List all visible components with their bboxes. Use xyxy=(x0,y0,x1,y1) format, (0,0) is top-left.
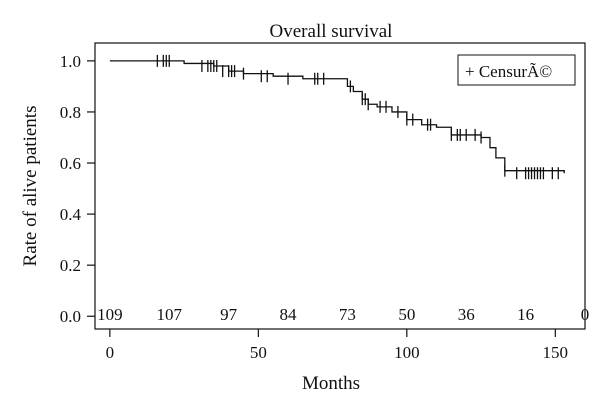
y-tick-label: 0.6 xyxy=(60,154,81,173)
y-tick-label: 0.8 xyxy=(60,103,81,122)
y-axis-label: Rate of alive patients xyxy=(20,106,41,267)
y-tick-label: 1.0 xyxy=(60,52,81,71)
x-tick-label: 0 xyxy=(106,343,115,362)
x-axis-label: Months xyxy=(302,373,360,394)
y-tick-label: 0.2 xyxy=(60,256,81,275)
x-tick-label: 150 xyxy=(543,343,569,362)
x-axis: 0 50 100 150 xyxy=(106,329,568,362)
chart-title: Overall survival xyxy=(270,21,393,42)
at-risk-count: 97 xyxy=(220,305,238,324)
x-tick-label: 100 xyxy=(394,343,420,362)
legend-box xyxy=(457,54,576,86)
at-risk-count: 16 xyxy=(517,305,534,324)
plot-frame xyxy=(94,42,586,330)
number-at-risk-row: 109 107 97 84 73 50 36 16 0 xyxy=(97,305,589,324)
at-risk-count: 109 xyxy=(97,305,123,324)
at-risk-count: 84 xyxy=(280,305,298,324)
y-tick-label: 0.0 xyxy=(60,307,81,326)
at-risk-count: 107 xyxy=(156,305,182,324)
at-risk-count: 50 xyxy=(398,305,415,324)
censor-marks-group xyxy=(156,54,559,180)
x-tick-label: 50 xyxy=(250,343,267,362)
y-axis: 0.0 0.2 0.4 0.6 0.8 1.0 xyxy=(60,52,95,326)
y-tick-label: 0.4 xyxy=(60,205,82,224)
at-risk-count: 36 xyxy=(458,305,475,324)
legend-label: + CensurÃ© xyxy=(465,62,552,81)
at-risk-count: 0 xyxy=(581,305,590,324)
at-risk-count: 73 xyxy=(339,305,356,324)
